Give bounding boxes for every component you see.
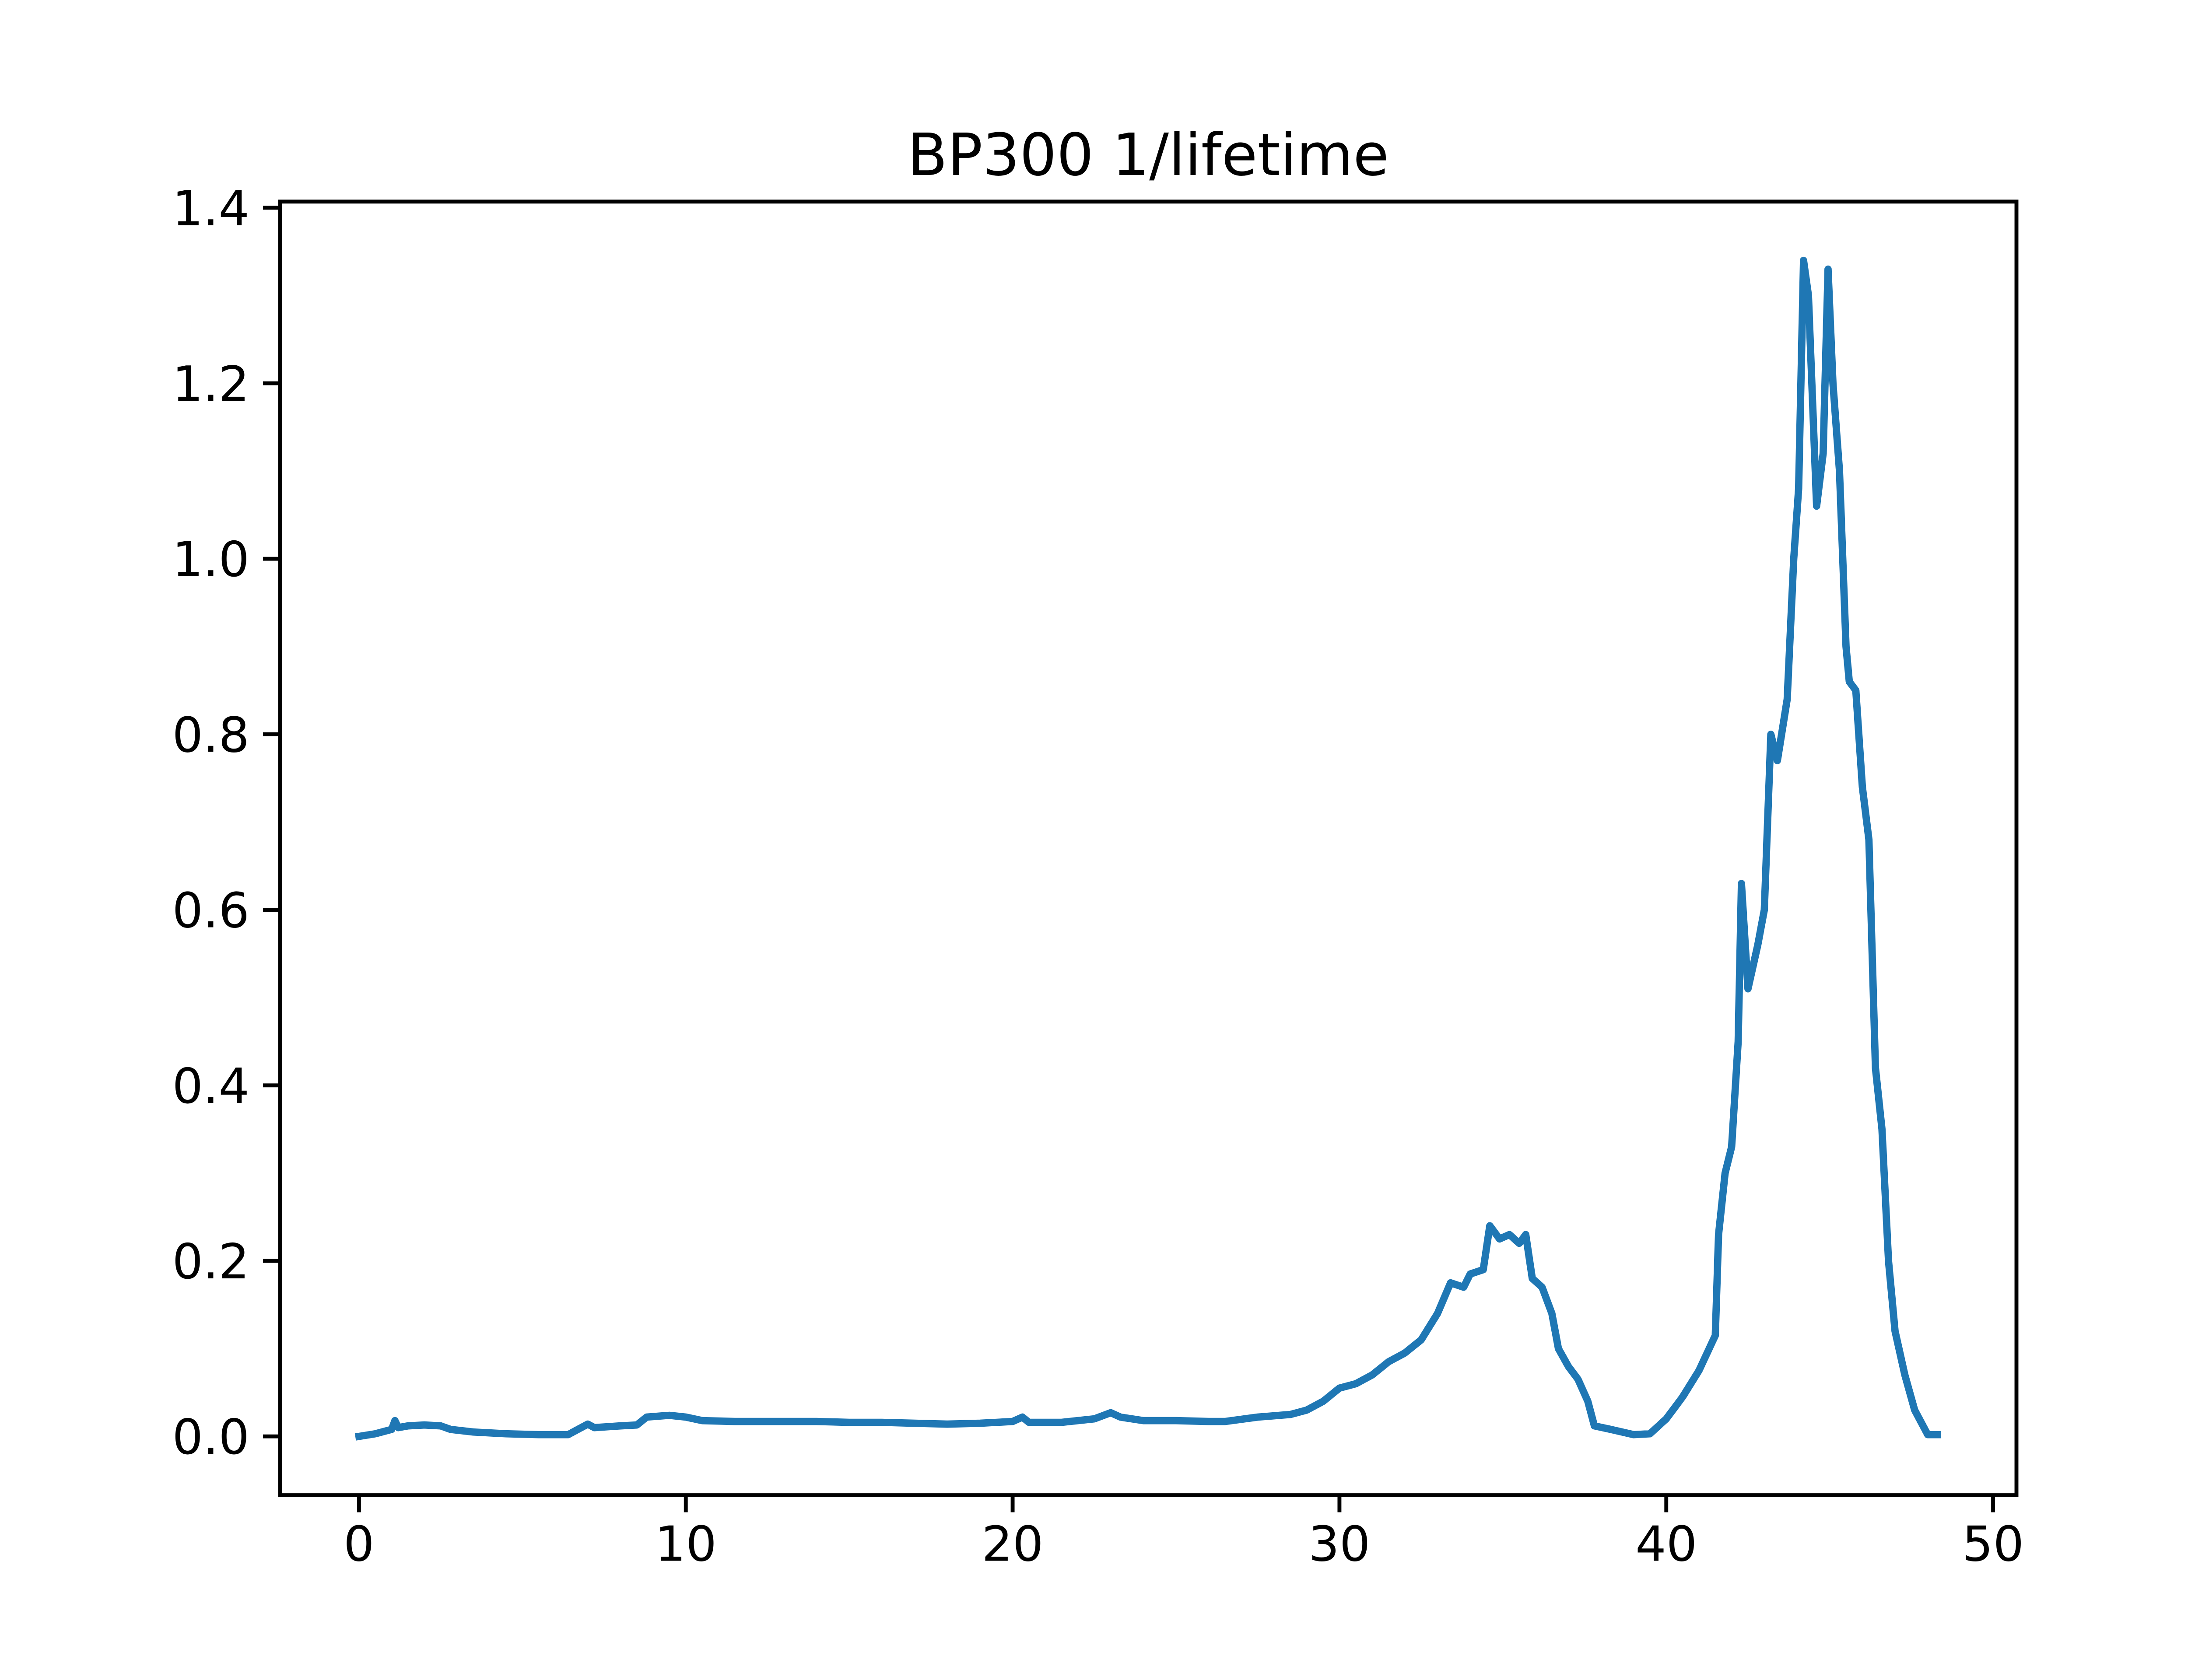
x-tick-label: 40 — [1635, 1516, 1697, 1573]
line-series — [354, 256, 1941, 1441]
y-tick-label: 0.2 — [172, 1234, 249, 1290]
x-tick-label: 0 — [344, 1516, 375, 1573]
x-tick-label: 30 — [1308, 1516, 1370, 1573]
y-tick-label: 0.6 — [172, 883, 249, 939]
y-tick-label: 0.0 — [172, 1409, 249, 1466]
y-tick-label: 1.0 — [172, 532, 249, 588]
y-tick-label: 1.2 — [172, 356, 249, 413]
chart-title: BP300 1/lifetime — [908, 122, 1389, 189]
axes-frame — [278, 200, 2019, 1498]
x-tick-label: 50 — [1962, 1516, 2024, 1573]
y-tick-label: 1.4 — [172, 181, 249, 237]
y-tick-label: 0.8 — [172, 707, 249, 763]
x-tick-label: 20 — [982, 1516, 1043, 1573]
x-tick-label: 10 — [655, 1516, 717, 1573]
y-tick-label: 0.4 — [172, 1058, 249, 1115]
